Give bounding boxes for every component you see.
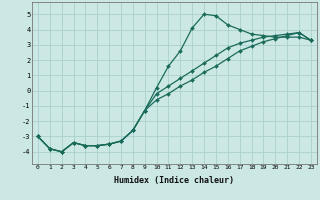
X-axis label: Humidex (Indice chaleur): Humidex (Indice chaleur) (115, 176, 234, 185)
